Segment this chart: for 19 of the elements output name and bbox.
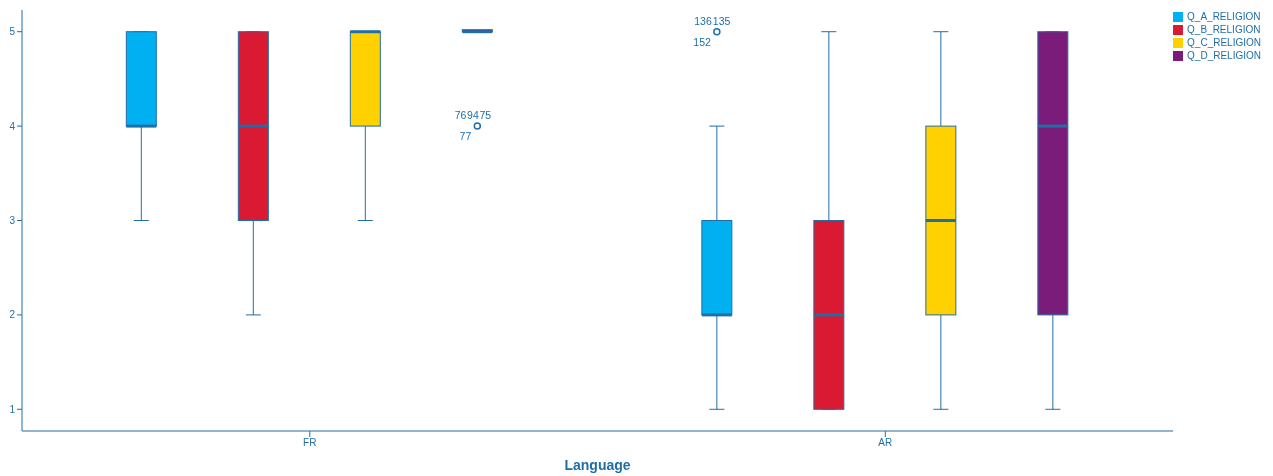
x-axis-title: Language [564, 457, 631, 473]
annotation: 77 [459, 130, 472, 143]
legend-label: Q_C_RELIGION [1187, 37, 1261, 48]
y-tick-label: 4 [9, 120, 16, 132]
x-tick-label: FR [303, 437, 317, 449]
legend-label: Q_D_RELIGION [1187, 50, 1261, 61]
annotation: 76 [454, 109, 467, 122]
y-tick-label: 2 [9, 309, 16, 321]
y-tick-label: 1 [9, 403, 16, 415]
y-tick-label: 3 [9, 215, 16, 227]
annotation: 136 [694, 14, 712, 27]
x-tick-label: AR [878, 437, 893, 449]
annotation: 135 [712, 14, 731, 27]
legend-label: Q_A_RELIGION [1187, 11, 1261, 22]
annotation: 75 [479, 109, 492, 122]
legend-label: Q_B_RELIGION [1187, 24, 1261, 35]
y-tick-label: 5 [9, 26, 16, 38]
annotation: 152 [693, 35, 711, 48]
annotation: 94 [467, 109, 479, 122]
